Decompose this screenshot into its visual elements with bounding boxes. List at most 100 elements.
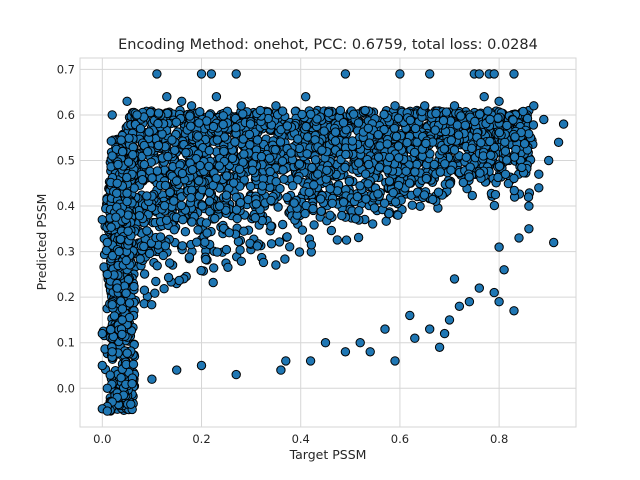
data-point [224,228,235,238]
data-point [395,69,405,79]
data-point [319,126,329,136]
data-point [117,146,128,157]
data-point [528,120,539,130]
data-point [460,120,470,131]
data-point [446,135,456,145]
data-point [373,189,383,199]
data-point [368,219,378,229]
data-point [549,237,559,248]
data-point [444,315,455,325]
data-point [211,173,222,184]
data-point [524,129,534,139]
data-point [509,152,520,162]
data-point [106,222,116,232]
data-point [276,365,286,375]
data-point [474,283,484,293]
data-point [160,241,171,251]
data-point [476,138,486,148]
data-point [361,194,371,204]
data-point [147,173,157,183]
data-point [467,190,477,201]
data-point [107,251,118,261]
data-point [440,159,450,169]
data-point [479,92,489,102]
data-point [102,237,113,248]
data-point [215,201,225,211]
data-point [452,120,463,130]
data-point [379,109,389,120]
data-point [152,69,162,79]
data-point [494,242,504,252]
data-point [165,258,175,268]
data-point [355,181,365,191]
data-point [494,297,504,307]
data-point [274,237,285,247]
data-point [489,69,499,79]
data-point [390,356,400,366]
data-point [181,148,191,158]
data-point [289,198,299,208]
y-tick-label: 0.2 [57,290,75,304]
data-point [194,118,204,128]
data-point [458,177,468,188]
data-point [539,114,549,125]
data-point [212,247,222,257]
data-point [102,383,113,393]
data-point [360,105,370,116]
data-point [464,172,474,182]
data-point [165,187,175,198]
data-point [502,120,512,131]
data-point [245,119,256,129]
data-point [330,136,341,146]
data-point [172,365,182,375]
data-point [516,127,526,138]
data-point [534,169,544,179]
data-point [169,225,180,235]
data-point [122,348,132,358]
data-point [116,296,126,306]
data-point [202,228,212,238]
data-point [410,167,420,177]
data-point [475,168,485,178]
data-point [322,165,332,176]
data-point [121,288,131,298]
data-point [97,360,108,371]
data-point [210,213,220,224]
data-point [247,165,258,176]
data-point [425,324,435,334]
data-point [245,181,256,192]
data-point [112,178,122,189]
data-point [312,114,322,124]
data-point [160,180,171,191]
data-point [310,155,321,165]
data-point [135,123,146,134]
data-point [313,169,323,179]
data-point [365,347,375,357]
data-point [115,234,126,245]
data-point [257,181,268,191]
data-point [388,188,398,198]
data-point [192,237,202,247]
data-point [338,197,349,207]
data-point [177,96,187,107]
data-point [354,206,364,216]
data-point [294,159,305,169]
data-point [197,201,208,211]
data-point [139,241,149,252]
data-point [493,113,503,123]
data-point [449,101,460,111]
data-point [129,281,139,292]
data-point [122,196,132,207]
data-point [293,134,303,144]
data-point [107,347,117,357]
data-point [153,118,163,129]
data-point [196,265,206,276]
data-point [124,298,135,308]
data-point [410,333,420,343]
data-point [116,135,126,145]
data-point [151,276,161,287]
data-point [486,150,496,161]
data-point [201,218,212,228]
data-point [485,114,495,125]
data-point [494,161,505,172]
